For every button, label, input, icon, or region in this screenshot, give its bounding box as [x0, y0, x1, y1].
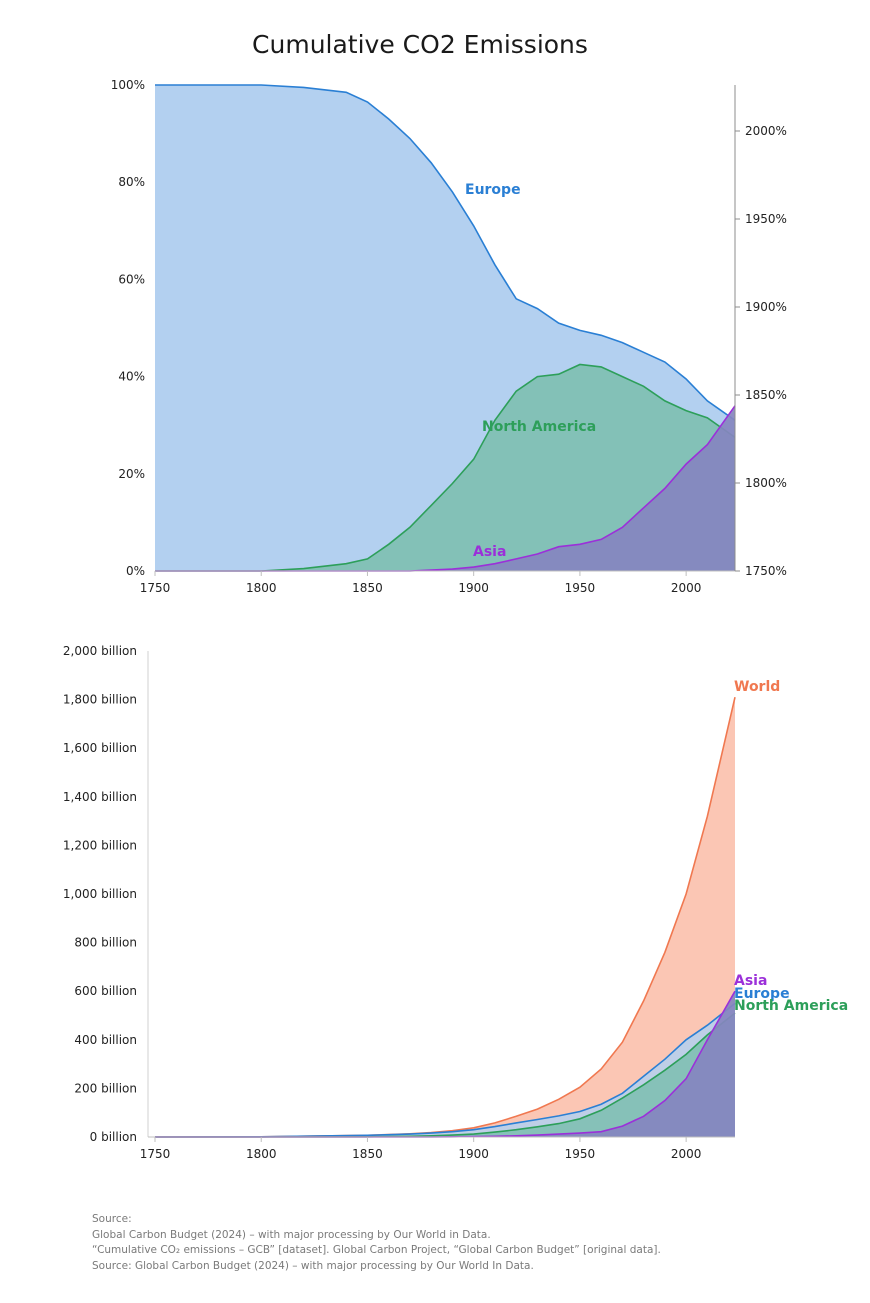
- y-tick-label: 100%: [111, 78, 145, 92]
- y-tick-label: 80%: [118, 175, 145, 189]
- asia-label: Asia: [734, 973, 767, 989]
- x-tick-label: 1800: [246, 581, 277, 595]
- x-tick-label: 1800: [246, 1147, 277, 1161]
- x-tick-label: 1850: [352, 581, 383, 595]
- y-tick-label: 400 billion: [74, 1033, 137, 1047]
- x-tick-label: 1750: [140, 1147, 171, 1161]
- source-line-1: Source:: [92, 1213, 132, 1225]
- world-area: [155, 697, 735, 1137]
- x-tick-label: 1750: [140, 581, 171, 595]
- right-y-tick-label: 2000%: [745, 124, 787, 138]
- x-tick-label: 2000: [671, 1147, 702, 1161]
- y-tick-label: 1,400 billion: [63, 790, 137, 804]
- x-tick-label: 2000: [671, 581, 702, 595]
- y-tick-label: 1,200 billion: [63, 838, 137, 852]
- source-line-2: Global Carbon Budget (2024) – with major…: [92, 1228, 491, 1241]
- north-america-area: [155, 364, 735, 571]
- asia-area: [155, 991, 735, 1137]
- x-tick-label: 1950: [565, 1147, 596, 1161]
- y-tick-label: 40%: [118, 370, 145, 384]
- absolute-area-chart: 0 billion 200 billion 400 billion 600 billi…: [63, 644, 848, 1161]
- right-y-tick-label: 1750%: [745, 564, 787, 578]
- right-y-tick-label: 1900%: [745, 300, 787, 314]
- y-tick-label: 2,000 billion: [63, 644, 137, 658]
- y-tick-label: 20%: [118, 467, 145, 481]
- asia-area: [155, 405, 735, 571]
- x-tick-label: 1950: [565, 581, 596, 595]
- right-y-tick-label: 1800%: [745, 476, 787, 490]
- north-america-label: North America: [734, 998, 848, 1014]
- north-america-line: [155, 363, 736, 572]
- right-y-tick-label: 1950%: [745, 212, 787, 226]
- y-tick-label: 200 billion: [74, 1081, 137, 1095]
- y-tick-label: 1,800 billion: [63, 693, 137, 707]
- source-note: Source: Global Carbon Budget (2024) – wi…: [92, 1212, 661, 1274]
- y-tick-label: 800 billion: [74, 936, 137, 950]
- y-tick-label: 0%: [126, 564, 145, 578]
- y-tick-label: 1,600 billion: [63, 741, 137, 755]
- right-y-tick-label: 1850%: [745, 388, 787, 402]
- y-tick-label: 600 billion: [74, 984, 137, 998]
- y-tick-label: 60%: [118, 272, 145, 286]
- y-tick-label: 1,000 billion: [63, 887, 137, 901]
- x-tick-label: 1900: [458, 1147, 489, 1161]
- y-tick-label: 0 billion: [90, 1130, 137, 1144]
- chart-title: Cumulative CO2 Emissions: [252, 30, 588, 59]
- x-tick-label: 1900: [458, 581, 489, 595]
- asia-label: Asia: [473, 544, 506, 560]
- source-line-4: Source: Global Carbon Budget (2024) – wi…: [92, 1259, 534, 1272]
- source-line-3: “Cumulative CO₂ emissions – GCB” [datase…: [92, 1244, 661, 1256]
- europe-label: Europe: [465, 182, 521, 198]
- north-america-label: North America: [482, 419, 596, 435]
- europe-label: Europe: [734, 986, 790, 1002]
- europe-line: [154, 1002, 736, 1138]
- x-tick-label: 1850: [352, 1147, 383, 1161]
- share-area-chart: 0% 20% 40% 60% 80% 100% 1750% 1800% 1850% 1900% 19…: [111, 78, 787, 595]
- europe-line: [155, 84, 736, 421]
- world-label: World: [734, 679, 780, 695]
